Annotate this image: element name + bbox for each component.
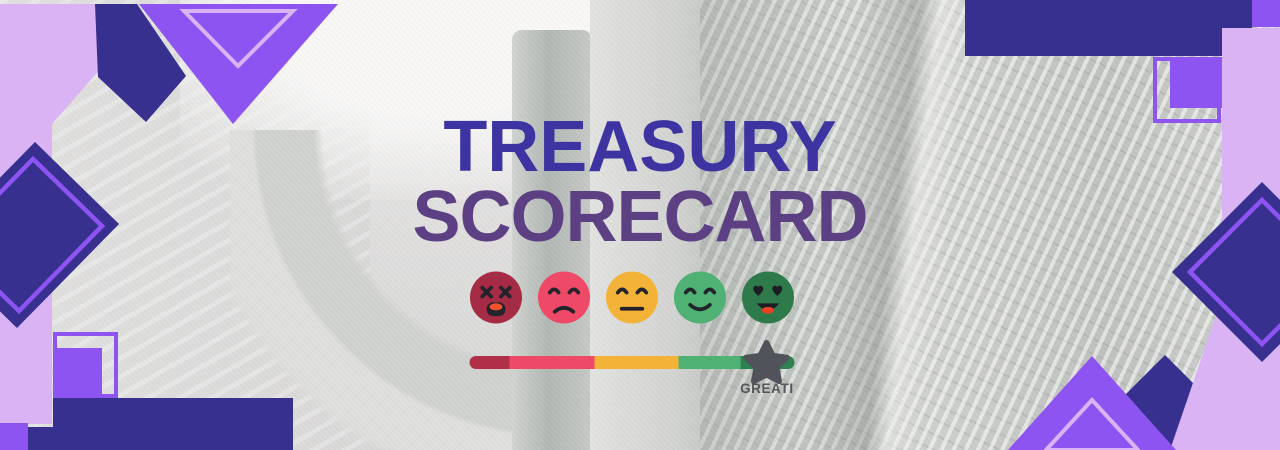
- neutral-face-emoji: [605, 271, 659, 324]
- photo-pillar: [512, 30, 592, 450]
- scale-segment-good: [678, 356, 741, 369]
- closed-eyes: [547, 287, 581, 295]
- heart-eyes: [753, 285, 783, 297]
- open-smile-mouth: [756, 303, 780, 311]
- banner-title-line-1: TREASURY: [443, 107, 837, 187]
- scale-segment-bad: [509, 356, 595, 369]
- photo-mid-band: [590, 0, 710, 450]
- frown-mouth: [552, 305, 576, 314]
- closed-eyes: [615, 287, 649, 295]
- scale-segment-ok: [594, 356, 679, 369]
- scale-segment-worst: [469, 356, 510, 369]
- rating-scale-bar: [469, 356, 795, 369]
- tongue: [761, 306, 775, 314]
- rating-emoji-row: [469, 271, 795, 324]
- happy-face-emoji: [673, 271, 727, 324]
- banner-title: TREASURY SCORECARD: [412, 107, 868, 257]
- smile-mouth: [688, 302, 712, 312]
- banner-title-line-2: SCORECARD: [412, 177, 868, 257]
- tongue: [489, 303, 503, 311]
- closed-eyes: [683, 287, 717, 295]
- rating-value-label: GREATI: [740, 381, 794, 396]
- star-marker-icon: [743, 340, 790, 384]
- dead-face-emoji: [469, 271, 523, 324]
- sad-face-emoji: [537, 271, 591, 324]
- rating-scale: GREATI: [469, 340, 795, 396]
- x-eyes: [480, 285, 512, 299]
- love-face-emoji: [741, 271, 795, 324]
